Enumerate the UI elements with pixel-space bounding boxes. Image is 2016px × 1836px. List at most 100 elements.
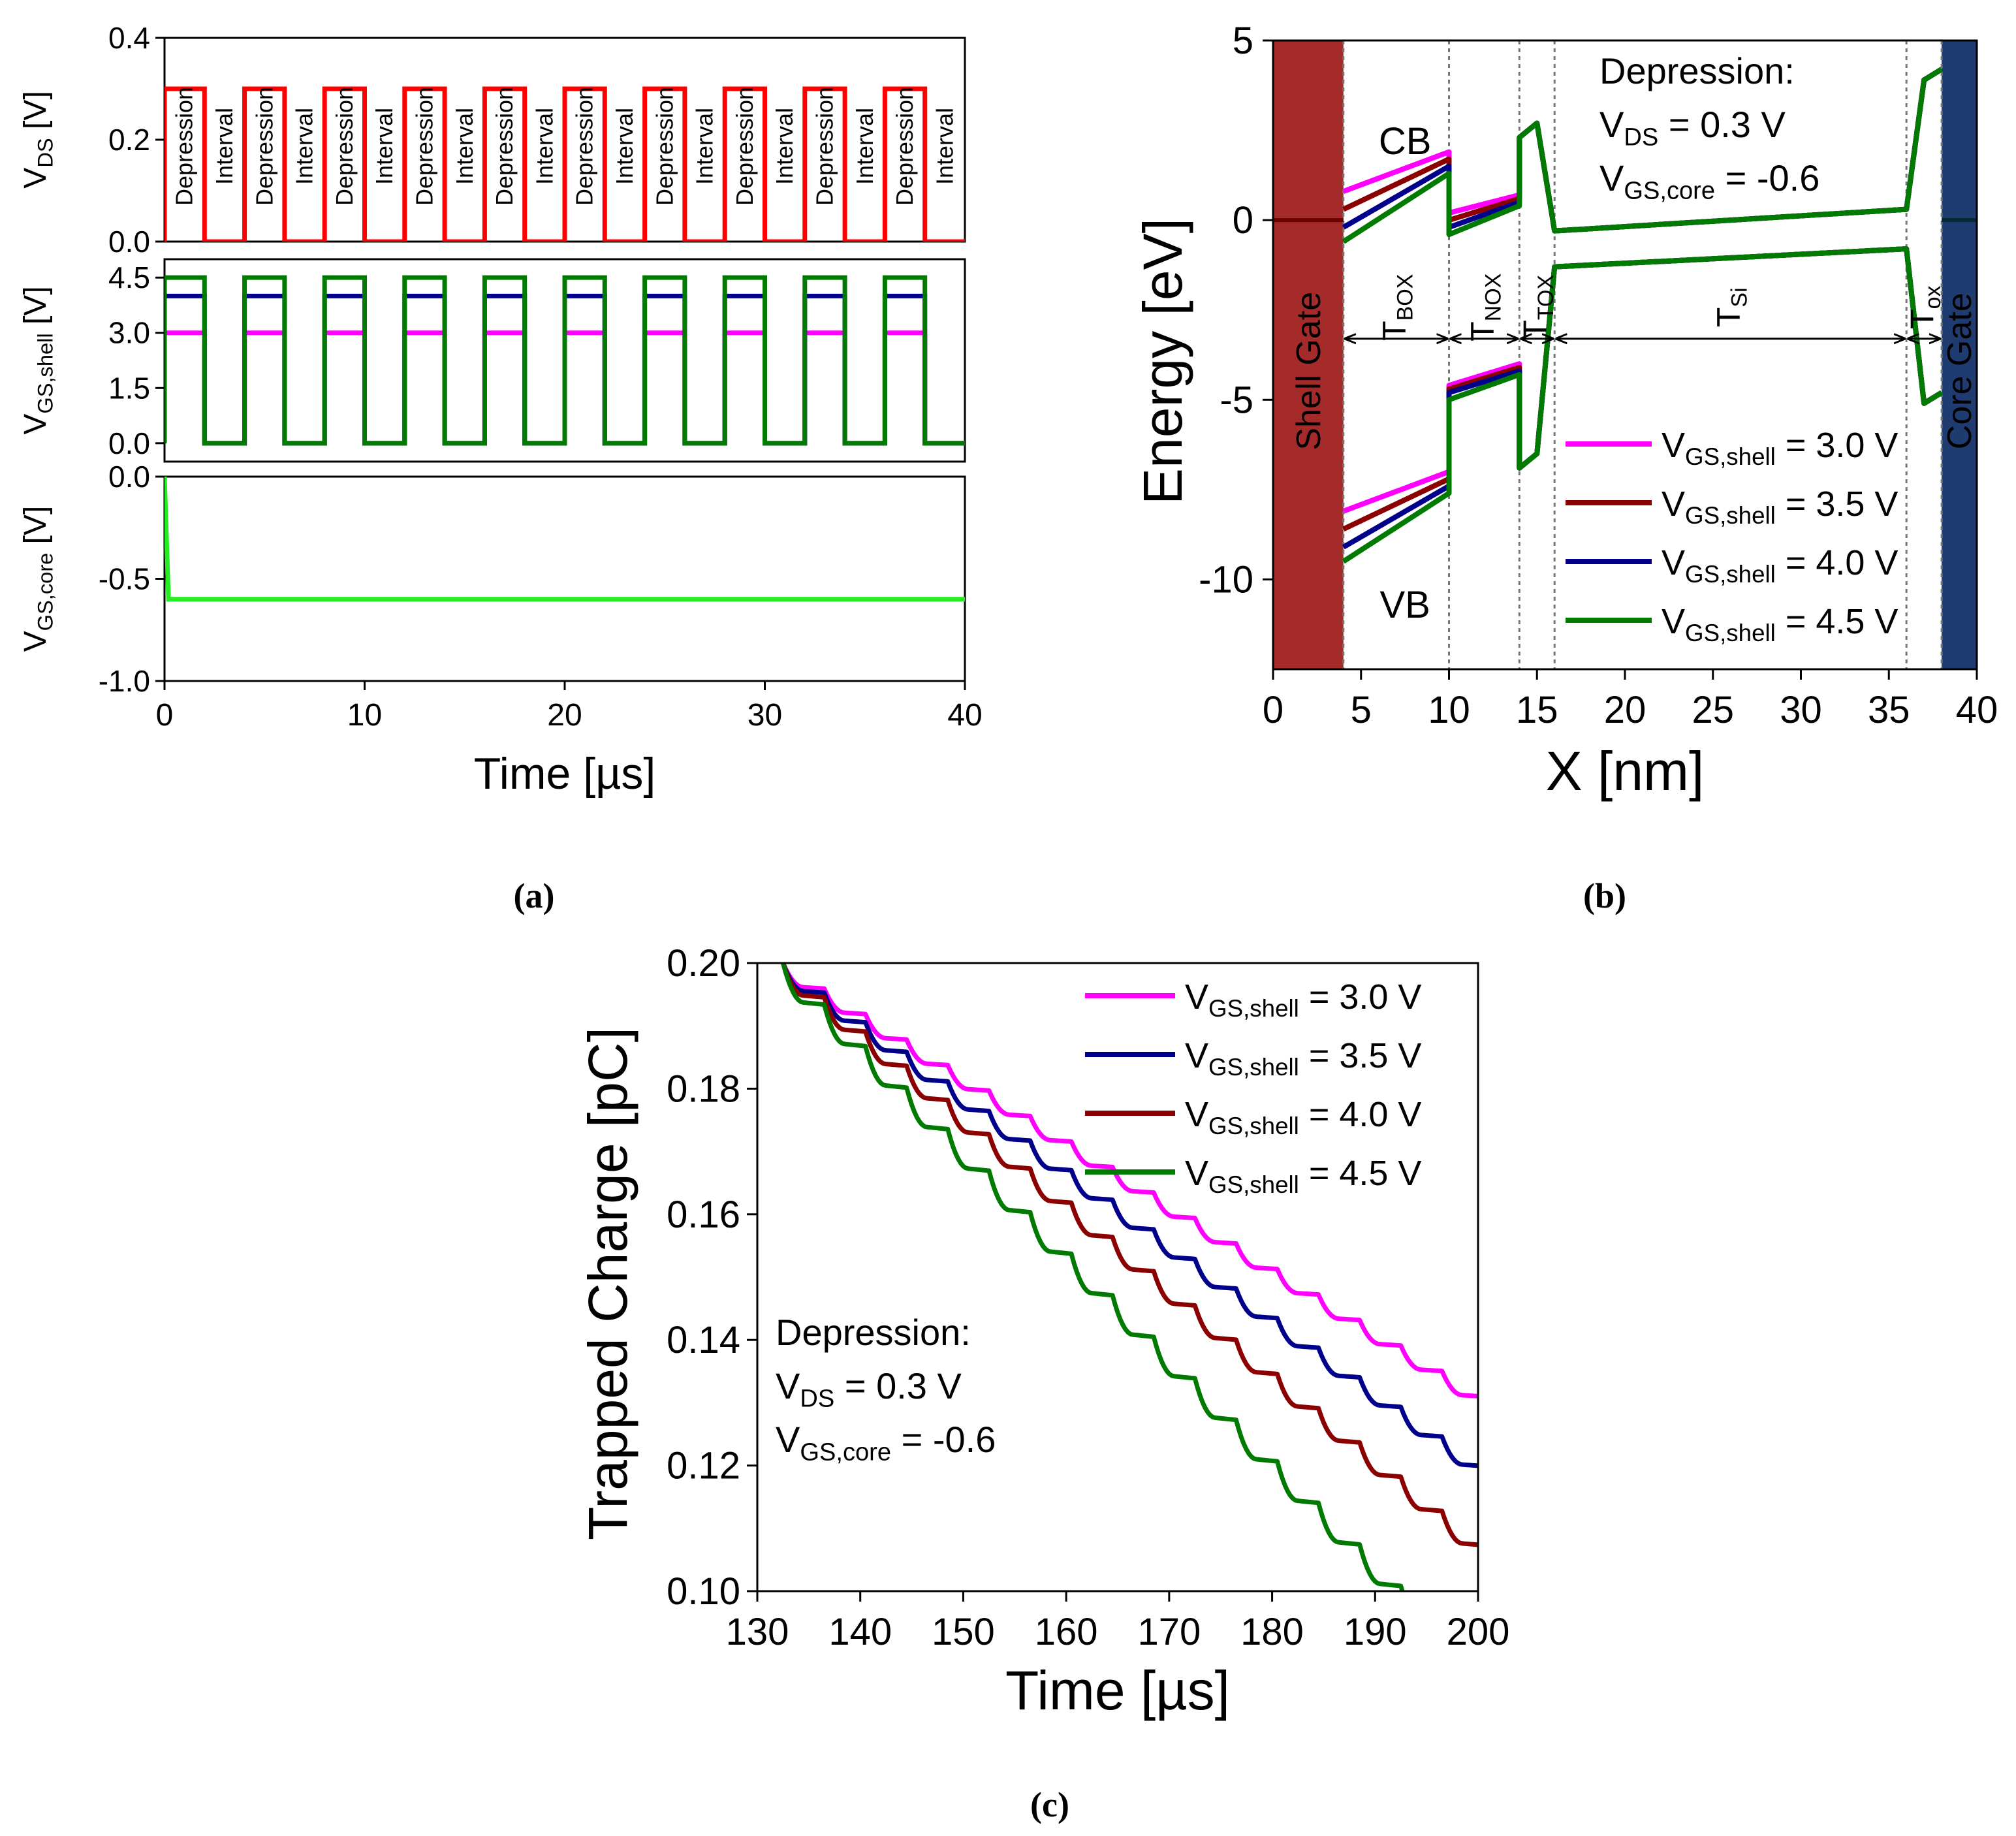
panel-a-xtick-label: 0	[156, 698, 174, 733]
panel-a3-series-line	[165, 477, 965, 602]
panel-c-ytick-label: 0.12	[667, 1445, 740, 1487]
phase-label: Interval	[611, 108, 638, 185]
layer-label: TSi	[1710, 287, 1752, 327]
charge-series-line	[781, 963, 1478, 1399]
charge-series-line	[781, 963, 1478, 1547]
panel-c-xtick-label: 180	[1240, 1611, 1304, 1653]
panel-a2-ytick-label: 0.0	[108, 426, 150, 460]
phase-label: Interval	[691, 108, 718, 185]
phase-label: Depression	[731, 87, 758, 206]
panel-b-xtick-label: 5	[1351, 689, 1372, 731]
core-gate-label: Core Gate	[1941, 293, 1979, 449]
legend-label: VGS,shell = 3.5 V	[1662, 484, 1898, 529]
panel-b-xtick-label: 20	[1604, 689, 1646, 731]
band-line-cb	[1342, 67, 1944, 244]
panel-c-xtick-label: 160	[1035, 1611, 1098, 1653]
band-line-vb	[1342, 246, 1944, 514]
panel-a-xtick-label: 30	[748, 698, 782, 733]
phase-label: Depression	[171, 87, 198, 206]
panel-a-xtick-label: 20	[547, 698, 582, 733]
panel-b-ytick-label: 5	[1233, 20, 1253, 62]
phase-label: Depression	[491, 87, 518, 206]
phase-label: Interval	[851, 108, 878, 185]
panel-c-ytick-label: 0.16	[667, 1194, 740, 1236]
legend-label: VGS,shell = 3.0 V	[1185, 977, 1421, 1022]
panel-b-xlabel: X [nm]	[1546, 740, 1705, 802]
panel-a2-ytick-label: 4.5	[108, 261, 150, 294]
charge-series-line	[781, 963, 1405, 1591]
panel-a1-ytick-label: 0.2	[108, 123, 150, 157]
phase-label: Depression	[891, 87, 918, 206]
layer-label: TBOX	[1376, 274, 1418, 341]
panel-a1-series-line	[165, 86, 965, 242]
legend-label: VGS,shell = 3.5 V	[1185, 1036, 1421, 1081]
band-label: VB	[1379, 584, 1430, 626]
phase-label: Interval	[531, 108, 558, 185]
panel-c-ytick-label: 0.20	[667, 942, 740, 985]
phase-label: Depression	[411, 87, 437, 206]
panel-c-xlabel: Time [µs]	[1005, 1660, 1230, 1721]
caption-b: (b)	[1583, 876, 1626, 915]
layer-label: Tox	[1904, 286, 1945, 329]
caption-a: (a)	[514, 876, 555, 915]
legend-label: VGS,shell = 4.5 V	[1662, 602, 1898, 646]
panel-a-xlabel: Time [µs]	[474, 749, 655, 799]
panel-c-ytick-label: 0.14	[667, 1319, 740, 1361]
annotation-vds: VDS = 0.3 V	[1599, 104, 1786, 151]
panel-b-xtick-label: 40	[1956, 689, 1998, 731]
panel-a3-ytick-label: 0.0	[108, 460, 150, 494]
phase-label: Depression	[331, 87, 358, 206]
shell-gate-region	[1273, 40, 1344, 669]
panel-b-ytick-label: -5	[1220, 379, 1253, 421]
panel-a3-ylabel: VGS,core [V]	[18, 506, 57, 652]
charge-series-line	[781, 963, 1478, 1468]
core-gate-region	[1942, 40, 1977, 669]
phase-label: Interval	[291, 108, 318, 185]
annotation-depression: Depression:	[776, 1312, 971, 1353]
annotation-depression: Depression:	[1599, 50, 1795, 91]
phase-label: Depression	[251, 87, 277, 206]
panel-a-xtick-label: 10	[347, 698, 382, 733]
panel-c-xtick-label: 150	[932, 1611, 995, 1653]
panel-b-ytick-label: 0	[1233, 199, 1253, 242]
annotation-vds: VDS = 0.3 V	[776, 1365, 962, 1412]
panel-a3-frame	[163, 475, 966, 682]
panel-b-ylabel: Energy [eV]	[1132, 218, 1193, 505]
band-label: CB	[1379, 120, 1432, 163]
phase-label: Depression	[811, 87, 838, 206]
phase-label: Depression	[571, 87, 598, 206]
panel-a3-ytick-label: -0.5	[99, 562, 150, 596]
phase-label: Interval	[451, 108, 478, 185]
panel-b-xtick-label: 25	[1692, 689, 1734, 731]
panel-a1-ytick-label: 0.4	[108, 21, 150, 55]
panel-c-ylabel: Trapped Charge [pC]	[577, 1027, 638, 1540]
panel-a2-ytick-label: 3.0	[108, 316, 150, 350]
panel-c-ytick-label: 0.10	[667, 1570, 740, 1613]
panel-c-xtick-label: 140	[828, 1611, 892, 1653]
phase-label: Interval	[371, 108, 398, 185]
legend-label: VGS,shell = 4.0 V	[1662, 543, 1898, 588]
panel-a1-ylabel: VDS [V]	[18, 91, 57, 188]
layer-label: TTOX	[1517, 275, 1558, 340]
panel-b-xtick-label: 35	[1868, 689, 1910, 731]
annotation-vgscore: VGS,core = -0.6	[776, 1419, 996, 1466]
legend-label: VGS,shell = 4.5 V	[1185, 1154, 1421, 1198]
panel-c-ytick-label: 0.18	[667, 1068, 740, 1110]
panel-b-xtick-label: 0	[1263, 689, 1284, 731]
phase-label: Interval	[931, 108, 958, 185]
caption-c: (c)	[1030, 1785, 1069, 1824]
phase-label: Interval	[771, 108, 798, 185]
panel-c-xtick-label: 190	[1344, 1611, 1407, 1653]
layer-label: TNOX	[1464, 274, 1505, 341]
panel-b-xtick-label: 10	[1428, 689, 1470, 731]
band-line-vb	[1342, 246, 1944, 564]
panel-a2-series-line	[165, 275, 965, 446]
panel-a-xtick-label: 40	[947, 698, 982, 733]
panel-a2-ytick-label: 1.5	[108, 371, 150, 405]
panel-a1-ytick-label: 0.0	[108, 225, 150, 259]
legend-label: VGS,shell = 4.0 V	[1185, 1095, 1421, 1139]
panel-b-xtick-label: 30	[1780, 689, 1822, 731]
panel-c-xtick-label: 130	[726, 1611, 789, 1653]
panel-c-xtick-label: 200	[1447, 1611, 1510, 1653]
